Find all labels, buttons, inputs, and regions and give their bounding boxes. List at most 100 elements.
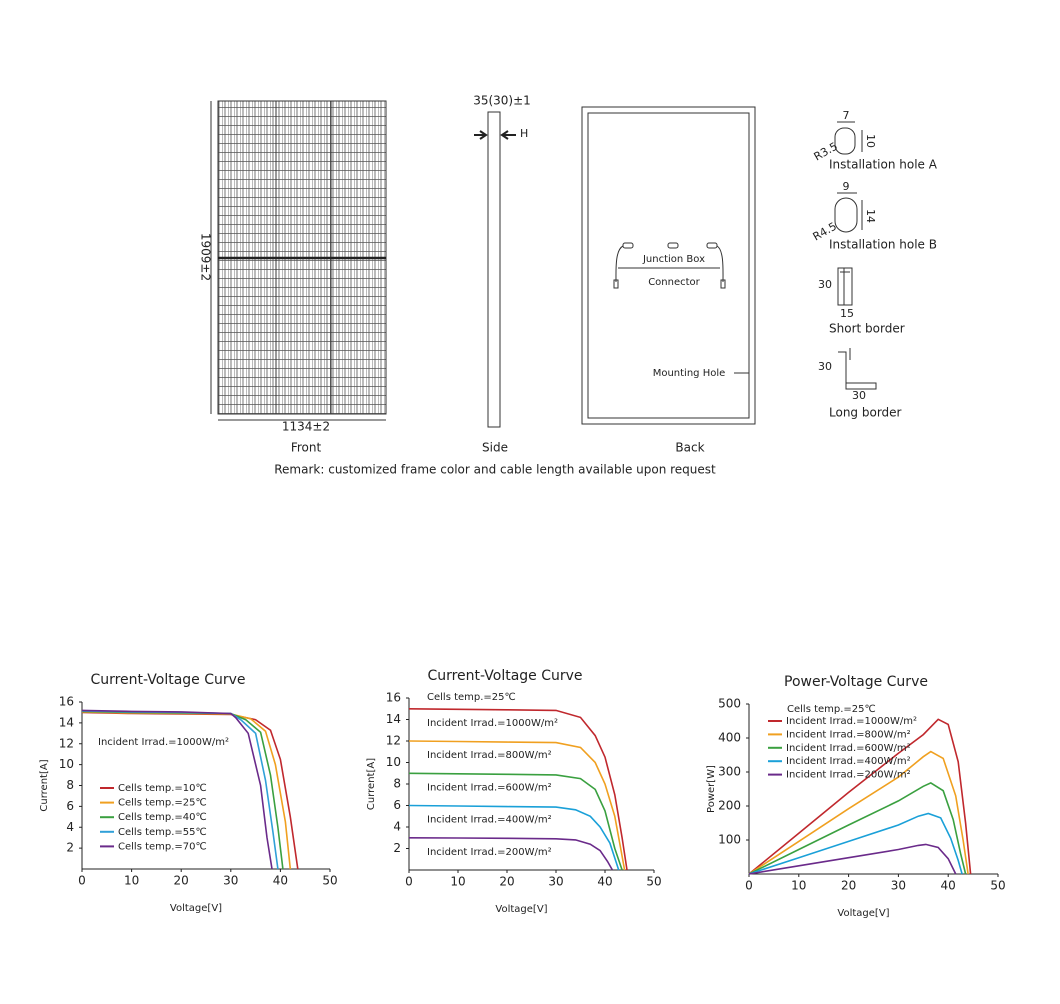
y-tick-label: 6 xyxy=(66,799,74,813)
annotation: Incident Irrad.=1000W/m² xyxy=(98,737,229,748)
legend-label: Cells temp.=70℃ xyxy=(118,841,207,852)
annotation: Cells temp.=25℃ xyxy=(427,692,516,703)
curve xyxy=(408,804,620,871)
curve xyxy=(748,812,963,875)
detail-label: Long border xyxy=(829,406,902,420)
view-caption: Front xyxy=(291,441,322,455)
x-tick-label: 0 xyxy=(745,879,753,893)
x-tick-label: 20 xyxy=(841,879,856,893)
curve xyxy=(408,740,626,871)
curve xyxy=(81,709,273,870)
h-mark: H xyxy=(520,127,528,140)
y-tick-label: 14 xyxy=(59,715,74,729)
y-tick-label: 2 xyxy=(66,841,74,855)
y-tick-label: 300 xyxy=(718,765,741,779)
x-tick-label: 10 xyxy=(450,875,465,889)
curve-label: Incident Irrad.=600W/m² xyxy=(427,782,552,793)
y-tick-label: 16 xyxy=(386,691,401,705)
chart-title: Current-Voltage Curve xyxy=(90,672,245,688)
x-tick-label: 40 xyxy=(941,879,956,893)
y-tick-label: 6 xyxy=(393,798,401,812)
x-tick-label: 40 xyxy=(273,874,288,888)
curve xyxy=(408,837,614,871)
curve xyxy=(748,843,957,875)
legend-label: Cells temp.=10℃ xyxy=(118,783,207,794)
detail-dimension: 9 xyxy=(843,180,850,193)
side-view xyxy=(474,111,516,428)
curve-label: Incident Irrad.=1000W/m² xyxy=(427,718,558,729)
x-axis-label: Voltage[V] xyxy=(495,904,547,915)
chart-title: Power-Voltage Curve xyxy=(784,674,928,690)
back-label: Junction Box xyxy=(642,254,705,265)
y-tick-label: 4 xyxy=(66,820,74,834)
detail-label: Installation hole A xyxy=(829,158,938,172)
curve-label: Incident Irrad.=200W/m² xyxy=(427,847,552,858)
x-axis-label: Voltage[V] xyxy=(837,908,889,919)
legend-label: Incident Irrad.=600W/m² xyxy=(786,743,911,754)
view-caption: Back xyxy=(675,441,704,455)
detail-dimension: 10 xyxy=(864,134,877,148)
x-tick-label: 10 xyxy=(791,879,806,893)
front-view xyxy=(210,100,387,421)
x-tick-label: 50 xyxy=(990,879,1005,893)
remark: Remark: customized frame color and cable… xyxy=(274,463,716,477)
y-tick-label: 10 xyxy=(59,757,74,771)
y-tick-label: 500 xyxy=(718,697,741,711)
x-tick-label: 20 xyxy=(174,874,189,888)
detail-dimension: 30 xyxy=(818,278,832,291)
y-tick-label: 2 xyxy=(393,841,401,855)
legend-label: Cells temp.=40℃ xyxy=(118,812,207,823)
y-tick-label: 4 xyxy=(393,820,401,834)
x-tick-label: 20 xyxy=(499,875,514,889)
curve xyxy=(748,718,972,875)
annotation: Cells temp.=25℃ xyxy=(787,704,876,715)
detail-dimension: 14 xyxy=(864,209,877,223)
back-label: Connector xyxy=(648,277,700,288)
y-tick-label: 8 xyxy=(66,778,74,792)
y-tick-label: 16 xyxy=(59,695,74,709)
x-tick-label: 0 xyxy=(78,874,86,888)
detail-dimension: 30 xyxy=(852,389,866,402)
x-tick-label: 30 xyxy=(223,874,238,888)
curve xyxy=(408,772,623,871)
x-tick-label: 50 xyxy=(646,875,661,889)
detail-dimension: 30 xyxy=(818,360,832,373)
legend-label: Incident Irrad.=200W/m² xyxy=(786,770,911,781)
width-dimension: 1134±2 xyxy=(282,420,330,434)
legend-label: Cells temp.=55℃ xyxy=(118,827,207,838)
legend-label: Cells temp.=25℃ xyxy=(118,798,207,809)
legend-label: Incident Irrad.=400W/m² xyxy=(786,756,911,767)
y-tick-label: 10 xyxy=(386,755,401,769)
y-tick-label: 200 xyxy=(718,799,741,813)
curve xyxy=(408,708,628,871)
detail-dimension: 15 xyxy=(840,307,854,320)
y-tick-label: 14 xyxy=(386,712,401,726)
y-axis-label: Current[A] xyxy=(39,759,50,811)
x-tick-label: 0 xyxy=(405,875,413,889)
curve xyxy=(748,781,967,875)
legend-label: Incident Irrad.=800W/m² xyxy=(786,729,911,740)
thickness-dimension: 35(30)±1 xyxy=(473,94,531,108)
x-tick-label: 40 xyxy=(597,875,612,889)
detail-label: Short border xyxy=(829,322,905,336)
chart-title: Current-Voltage Curve xyxy=(427,668,582,684)
y-tick-label: 400 xyxy=(718,731,741,745)
y-tick-label: 8 xyxy=(393,777,401,791)
back-view xyxy=(581,106,756,425)
height-dimension: 1909±2 xyxy=(199,233,213,281)
curve-label: Incident Irrad.=800W/m² xyxy=(427,750,552,761)
curve-label: Incident Irrad.=400W/m² xyxy=(427,815,552,826)
y-axis-label: Current[A] xyxy=(366,758,377,810)
y-axis-label: Power[W] xyxy=(706,765,717,813)
view-caption: Side xyxy=(482,441,508,455)
detail-dimension: 7 xyxy=(843,109,850,122)
y-tick-label: 12 xyxy=(386,734,401,748)
y-tick-label: 12 xyxy=(59,736,74,750)
x-tick-label: 50 xyxy=(322,874,337,888)
curve xyxy=(748,750,969,875)
detail-icons xyxy=(834,121,877,390)
back-label: Mounting Hole xyxy=(653,368,726,379)
y-tick-label: 100 xyxy=(718,833,741,847)
detail-label: Installation hole B xyxy=(829,238,937,252)
